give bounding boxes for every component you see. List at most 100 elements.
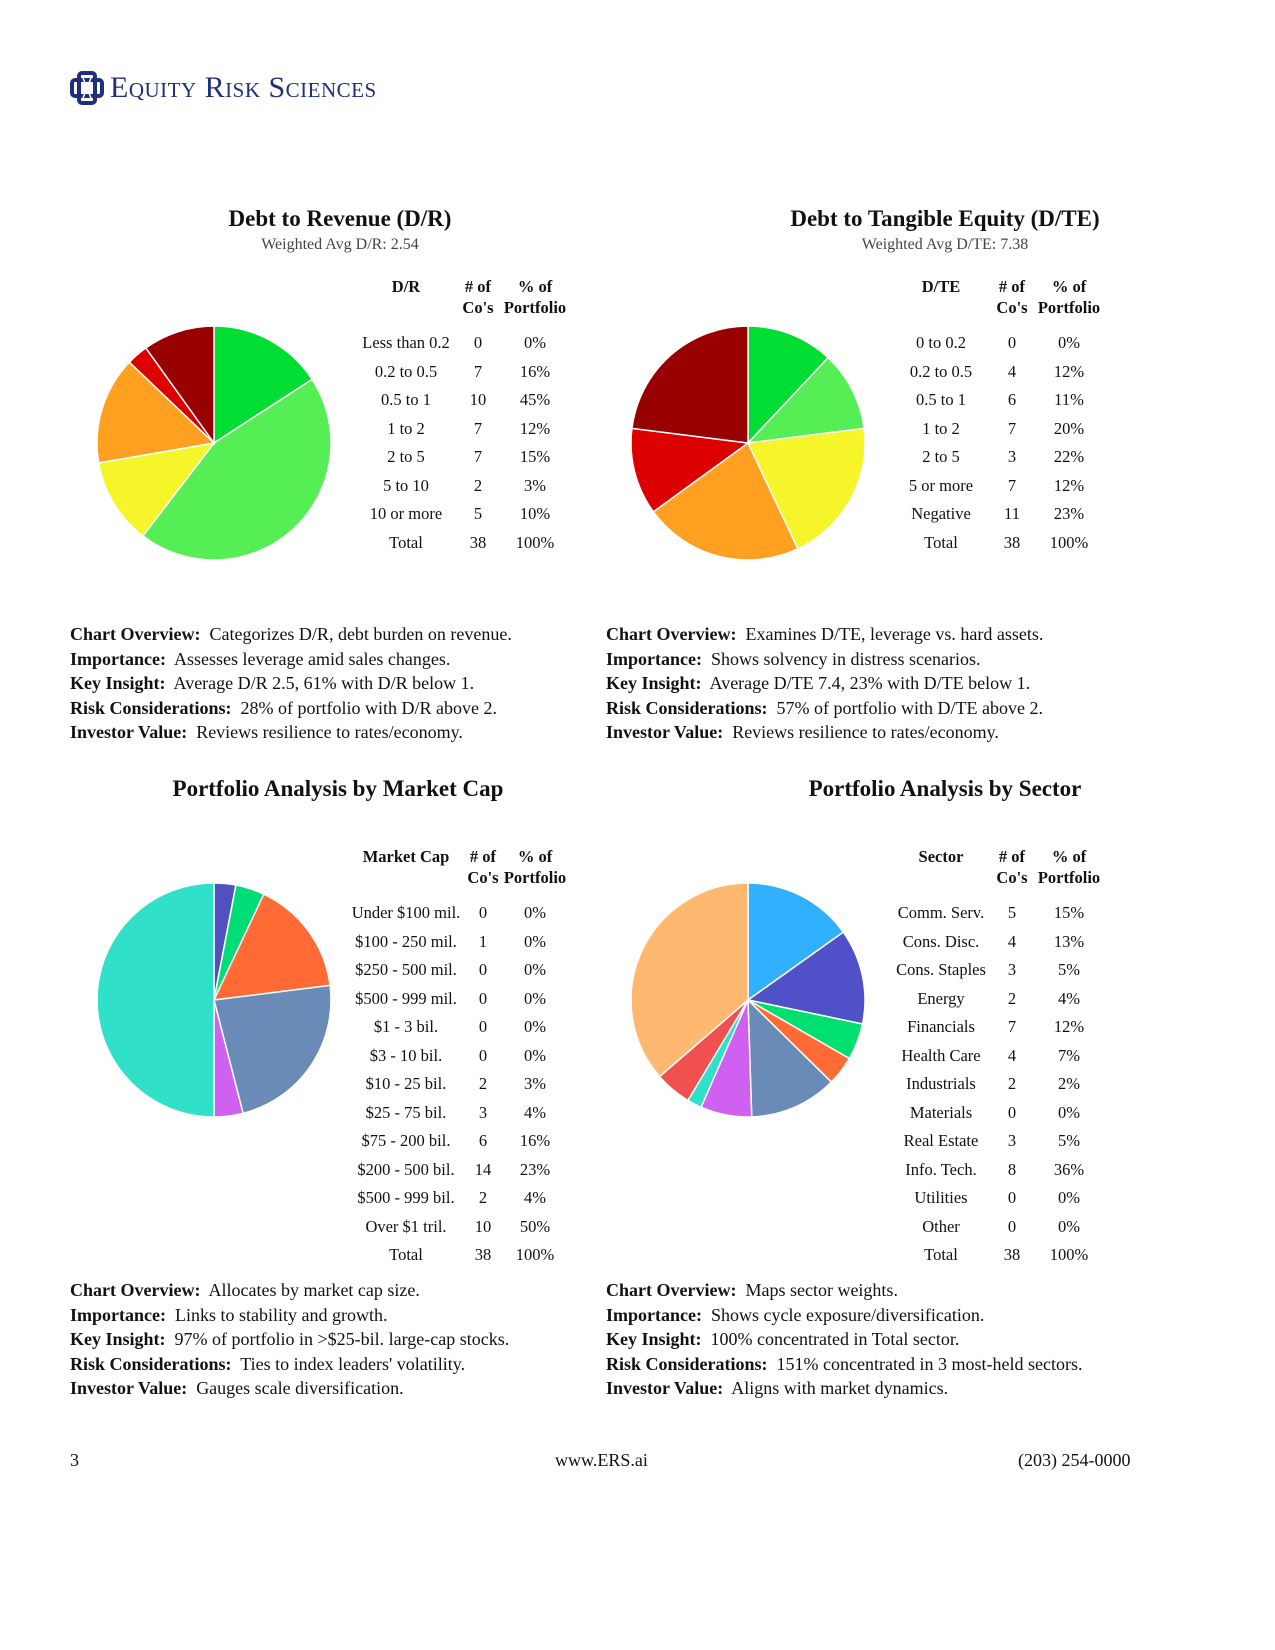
column-header: % of Portfolio xyxy=(503,847,567,887)
pie-slice xyxy=(213,984,332,1115)
table-cell: 16% xyxy=(519,361,551,381)
table-cell: 4 xyxy=(1007,361,1017,381)
table-cell: 3% xyxy=(524,1074,546,1093)
note-text: Average D/R 2.5, 61% with D/R below 1. xyxy=(173,673,475,693)
table-cell: 3 xyxy=(478,1102,488,1122)
note-line: Chart Overview: Examines D/TE, leverage … xyxy=(606,622,1146,647)
table-cell: 0 xyxy=(1007,1216,1017,1236)
table-cell: 0 xyxy=(478,1017,488,1036)
table-cell: 4 xyxy=(1007,931,1017,951)
note-label: Chart Overview: xyxy=(70,1280,201,1300)
table-cell: $75 - 200 bil. xyxy=(361,1131,451,1150)
note-line: Key Insight: Average D/TE 7.4, 23% with … xyxy=(606,671,1146,696)
table-cell: 22% xyxy=(1053,447,1085,466)
table-cell: 7 xyxy=(473,361,483,381)
column-header: % of Portfolio xyxy=(1037,847,1101,887)
table-cell: Under $100 mil. xyxy=(351,903,461,922)
table-cell: 12% xyxy=(519,418,551,438)
table-cell: 0% xyxy=(524,333,546,352)
table-cell: 11 xyxy=(1004,504,1020,523)
pie-slice xyxy=(631,325,749,444)
table-cell: 38 xyxy=(1003,1245,1021,1264)
note-label: Investor Value: xyxy=(70,722,188,742)
note-text: Shows cycle exposure/diversification. xyxy=(710,1304,985,1325)
pie-slice xyxy=(141,378,332,561)
pie-slice xyxy=(97,441,216,537)
note-line: Investor Value: Reviews resilience to ra… xyxy=(70,720,610,745)
column-header: # of Co's xyxy=(462,277,494,317)
table-cell: 20% xyxy=(1053,418,1085,438)
table-cell: 4% xyxy=(524,1188,546,1207)
table-cell: 16% xyxy=(519,1131,551,1150)
table-cell: 0.2 to 0.5 xyxy=(909,361,973,381)
note-label: Chart Overview: xyxy=(606,624,737,644)
table-cell: 12% xyxy=(1053,475,1085,495)
table-cell: Health Care xyxy=(901,1045,981,1065)
chart-notes: Chart Overview: Maps sector weights. Impo… xyxy=(606,1278,1146,1401)
table-cell: 0 xyxy=(1007,1102,1017,1122)
note-text: Categorizes D/R, debt burden on revenue. xyxy=(209,624,512,644)
table-cell: 36% xyxy=(1053,1159,1085,1179)
column-header: % of Portfolio xyxy=(1037,277,1101,317)
celtic-knot-icon xyxy=(70,71,104,105)
table-cell: Financials xyxy=(907,1017,975,1036)
note-text: Ties to index leaders' volatility. xyxy=(240,1353,466,1374)
table-cell: 50% xyxy=(519,1216,551,1236)
table-cell: 0% xyxy=(524,1017,546,1036)
table-cell: 1 to 2 xyxy=(387,418,425,438)
table-cell: 5 xyxy=(473,504,483,523)
table-cell: 0% xyxy=(1058,1216,1080,1236)
note-label: Investor Value: xyxy=(70,1378,188,1398)
note-line: Importance: Links to stability and growt… xyxy=(70,1303,610,1328)
table-cell: $1 - 3 bil. xyxy=(373,1017,439,1036)
table-cell: 2% xyxy=(1058,1074,1080,1093)
note-line: Importance: Shows solvency in distress s… xyxy=(606,647,1146,672)
chart-title: Portfolio Analysis by Sector xyxy=(808,776,1082,801)
table-cell: Less than 0.2 xyxy=(362,333,450,352)
pie-chart-mcap xyxy=(96,882,332,1118)
pie-chart-sector xyxy=(630,882,866,1118)
table-cell: 1 xyxy=(478,931,488,951)
pie-chart-dr xyxy=(96,325,332,561)
note-line: Investor Value: Aligns with market dynam… xyxy=(606,1376,1146,1401)
pie-slice xyxy=(747,325,830,445)
table-cell: 38 xyxy=(474,1245,492,1264)
note-text: Aligns with market dynamics. xyxy=(731,1378,949,1398)
note-text: 100% concentrated in Total sector. xyxy=(710,1329,960,1349)
table-cell: 6 xyxy=(478,1131,488,1150)
website-link[interactable]: www.ERS.ai xyxy=(555,1450,648,1470)
table-cell: 12% xyxy=(1053,1017,1085,1036)
table-cell: 6 xyxy=(1007,390,1017,409)
note-text: Gauges scale diversification. xyxy=(196,1378,404,1398)
chart-title: Debt to Tangible Equity (D/TE) xyxy=(790,206,1100,231)
table-cell: Total xyxy=(924,1245,958,1264)
note-text: Allocates by market cap size. xyxy=(208,1280,420,1300)
table-cell: 2 to 5 xyxy=(922,447,960,466)
pie-slice xyxy=(96,361,216,464)
table-cell: 1 to 2 xyxy=(922,418,960,438)
table-cell: Comm. Serv. xyxy=(897,903,985,922)
pie-slice xyxy=(746,931,866,1025)
table-cell: 10 xyxy=(474,1216,492,1236)
table-cell: 2 xyxy=(473,475,483,495)
table-cell: 23% xyxy=(1053,504,1085,523)
table-cell: 8 xyxy=(1007,1159,1017,1179)
table-cell: 7 xyxy=(1007,418,1017,438)
table-cell: 0% xyxy=(524,903,546,922)
note-line: Investor Value: Reviews resilience to ra… xyxy=(606,720,1146,745)
table-cell: Industrials xyxy=(906,1074,976,1093)
table-cell: 100% xyxy=(515,1245,555,1264)
table-cell: Materials xyxy=(909,1102,973,1122)
table-cell: 5% xyxy=(1058,960,1080,979)
note-label: Key Insight: xyxy=(606,673,702,693)
table-cell: Info. Tech. xyxy=(905,1159,977,1179)
chart-notes: Chart Overview: Examines D/TE, leverage … xyxy=(606,622,1146,745)
table-cell: 11% xyxy=(1054,390,1084,409)
note-text: 28% of portfolio with D/R above 2. xyxy=(240,697,497,718)
table-cell: 5 or more xyxy=(908,475,974,495)
note-line: Key Insight: Average D/R 2.5, 61% with D… xyxy=(70,671,610,696)
column-header: D/TE xyxy=(921,277,961,296)
table-cell: Other xyxy=(922,1216,960,1236)
pie-slice xyxy=(630,882,749,1078)
